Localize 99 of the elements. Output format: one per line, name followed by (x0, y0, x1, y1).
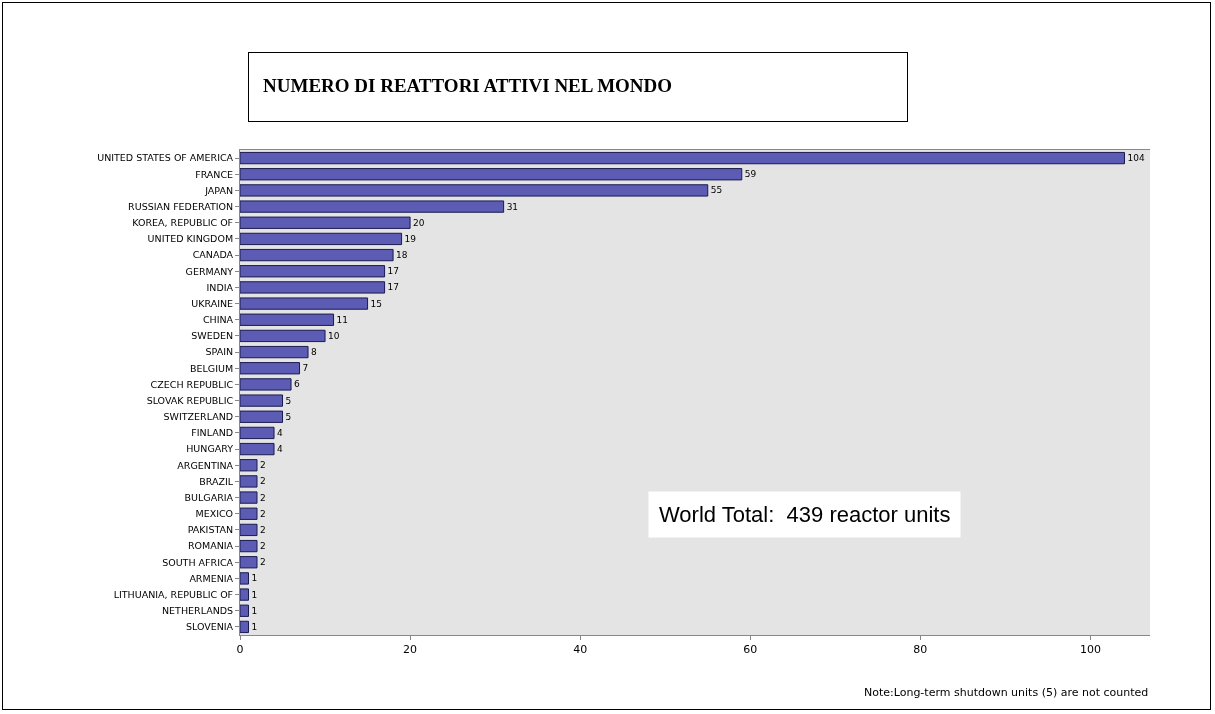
y-tick-label: FRANCE (195, 168, 234, 180)
y-tick-label: SLOVAK REPUBLIC (146, 394, 234, 406)
bar (240, 410, 284, 423)
data-label: 2 (260, 524, 266, 535)
y-tick-label: SOUTH AFRICA (162, 556, 234, 568)
bar (240, 362, 301, 375)
x-tick-label: 60 (743, 643, 758, 657)
bar (240, 168, 743, 181)
data-label: 10 (328, 330, 340, 341)
data-label: 2 (260, 508, 266, 519)
data-label: 15 (370, 298, 383, 309)
bar (240, 200, 505, 213)
y-tick-label: NETHERLANDS (161, 605, 234, 617)
bar (240, 442, 275, 456)
bar (240, 265, 386, 278)
y-tick-label: UNITED STATES OF AMERICA (97, 152, 234, 164)
bar (240, 248, 394, 262)
bar (240, 297, 369, 310)
data-label: 1 (251, 573, 258, 584)
data-label: 104 (1127, 153, 1145, 164)
bar (240, 329, 326, 343)
y-tick-label: JAPAN (204, 184, 234, 196)
data-label: 2 (260, 460, 266, 471)
data-label: 55 (710, 185, 723, 196)
data-label: 2 (260, 541, 266, 552)
y-tick-label: BRAZIL (199, 475, 234, 487)
data-label: 1 (251, 589, 258, 600)
data-label: 19 (404, 233, 417, 244)
bar (240, 620, 249, 634)
y-tick-label: HUNGARY (186, 443, 234, 455)
y-tick-label: ARGENTINA (177, 459, 234, 471)
data-label: 5 (285, 411, 292, 422)
data-label: 5 (285, 395, 292, 406)
y-tick-label: BULGARIA (184, 491, 234, 503)
y-tick-label: CANADA (192, 249, 234, 261)
data-label: 31 (506, 201, 519, 212)
data-label: 7 (302, 363, 309, 374)
bar (240, 604, 249, 617)
y-tick-label: ARMENIA (189, 572, 234, 584)
y-tick-label: PAKISTAN (187, 524, 234, 536)
data-label: 17 (387, 282, 400, 293)
data-label: 17 (387, 266, 400, 277)
data-label: 4 (277, 427, 284, 438)
y-tick-label: CHINA (202, 314, 234, 326)
data-label: 8 (311, 347, 318, 358)
bar (240, 556, 258, 569)
bar (240, 216, 411, 229)
y-tick-label: GERMANY (185, 265, 234, 277)
bar (240, 459, 258, 472)
y-tick-label: KOREA, REPUBLIC OF (132, 217, 234, 229)
x-tick-label: 100 (1079, 643, 1101, 657)
y-tick-label: INDIA (206, 281, 234, 293)
y-tick-label: SPAIN (205, 346, 234, 358)
bar (240, 475, 258, 488)
chart-title: NUMERO DI REATTORI ATTIVI NEL MONDO (248, 52, 908, 122)
data-label: 2 (260, 492, 266, 503)
y-tick-label: BELGIUM (189, 362, 234, 374)
bar (240, 491, 258, 504)
bar (240, 539, 258, 553)
y-tick-label: CZECH REPUBLIC (150, 378, 234, 390)
y-tick-label: LITHUANIA, REPUBLIC OF (113, 588, 234, 600)
y-tick-label: SWITZERLAND (163, 411, 234, 423)
bar (240, 151, 1125, 165)
bar (240, 426, 275, 440)
bar (240, 394, 284, 407)
y-tick-label: MEXICO (195, 508, 234, 520)
bar (240, 378, 292, 391)
y-tick-label: RUSSIAN FEDERATION (128, 200, 234, 212)
data-label: 18 (396, 250, 408, 261)
data-label: 1 (251, 621, 258, 632)
data-label: 6 (294, 379, 301, 390)
data-label: 1 (251, 605, 258, 616)
data-label: 2 (260, 557, 266, 568)
y-tick-label: SWEDEN (191, 330, 234, 342)
data-label: 20 (413, 217, 425, 228)
data-label: 4 (277, 444, 284, 455)
data-label: 59 (744, 169, 757, 180)
y-tick-label: UNITED KINGDOM (147, 233, 234, 245)
annotation: World Total: 439 reactor units (659, 502, 951, 527)
x-tick-label: 20 (403, 643, 418, 657)
y-tick-label: ROMANIA (187, 540, 234, 552)
bar (240, 313, 335, 326)
bar (240, 588, 249, 601)
bar (240, 345, 309, 359)
bar (240, 572, 249, 585)
bar (240, 507, 258, 520)
y-tick-label: UKRAINE (191, 297, 234, 309)
y-tick-label: SLOVENIA (185, 621, 234, 633)
bar (240, 281, 386, 294)
bar (240, 232, 403, 246)
data-label: 11 (336, 314, 348, 325)
y-tick-label: FINLAND (191, 427, 234, 439)
bar (240, 523, 258, 537)
bar (240, 184, 709, 197)
x-tick-label: 0 (236, 643, 244, 657)
x-tick-label: 40 (573, 643, 588, 657)
data-label: 2 (260, 476, 266, 487)
x-tick-label: 80 (913, 643, 928, 657)
text: Note:Long-term shutdown units (5) are not counted (864, 686, 1149, 699)
